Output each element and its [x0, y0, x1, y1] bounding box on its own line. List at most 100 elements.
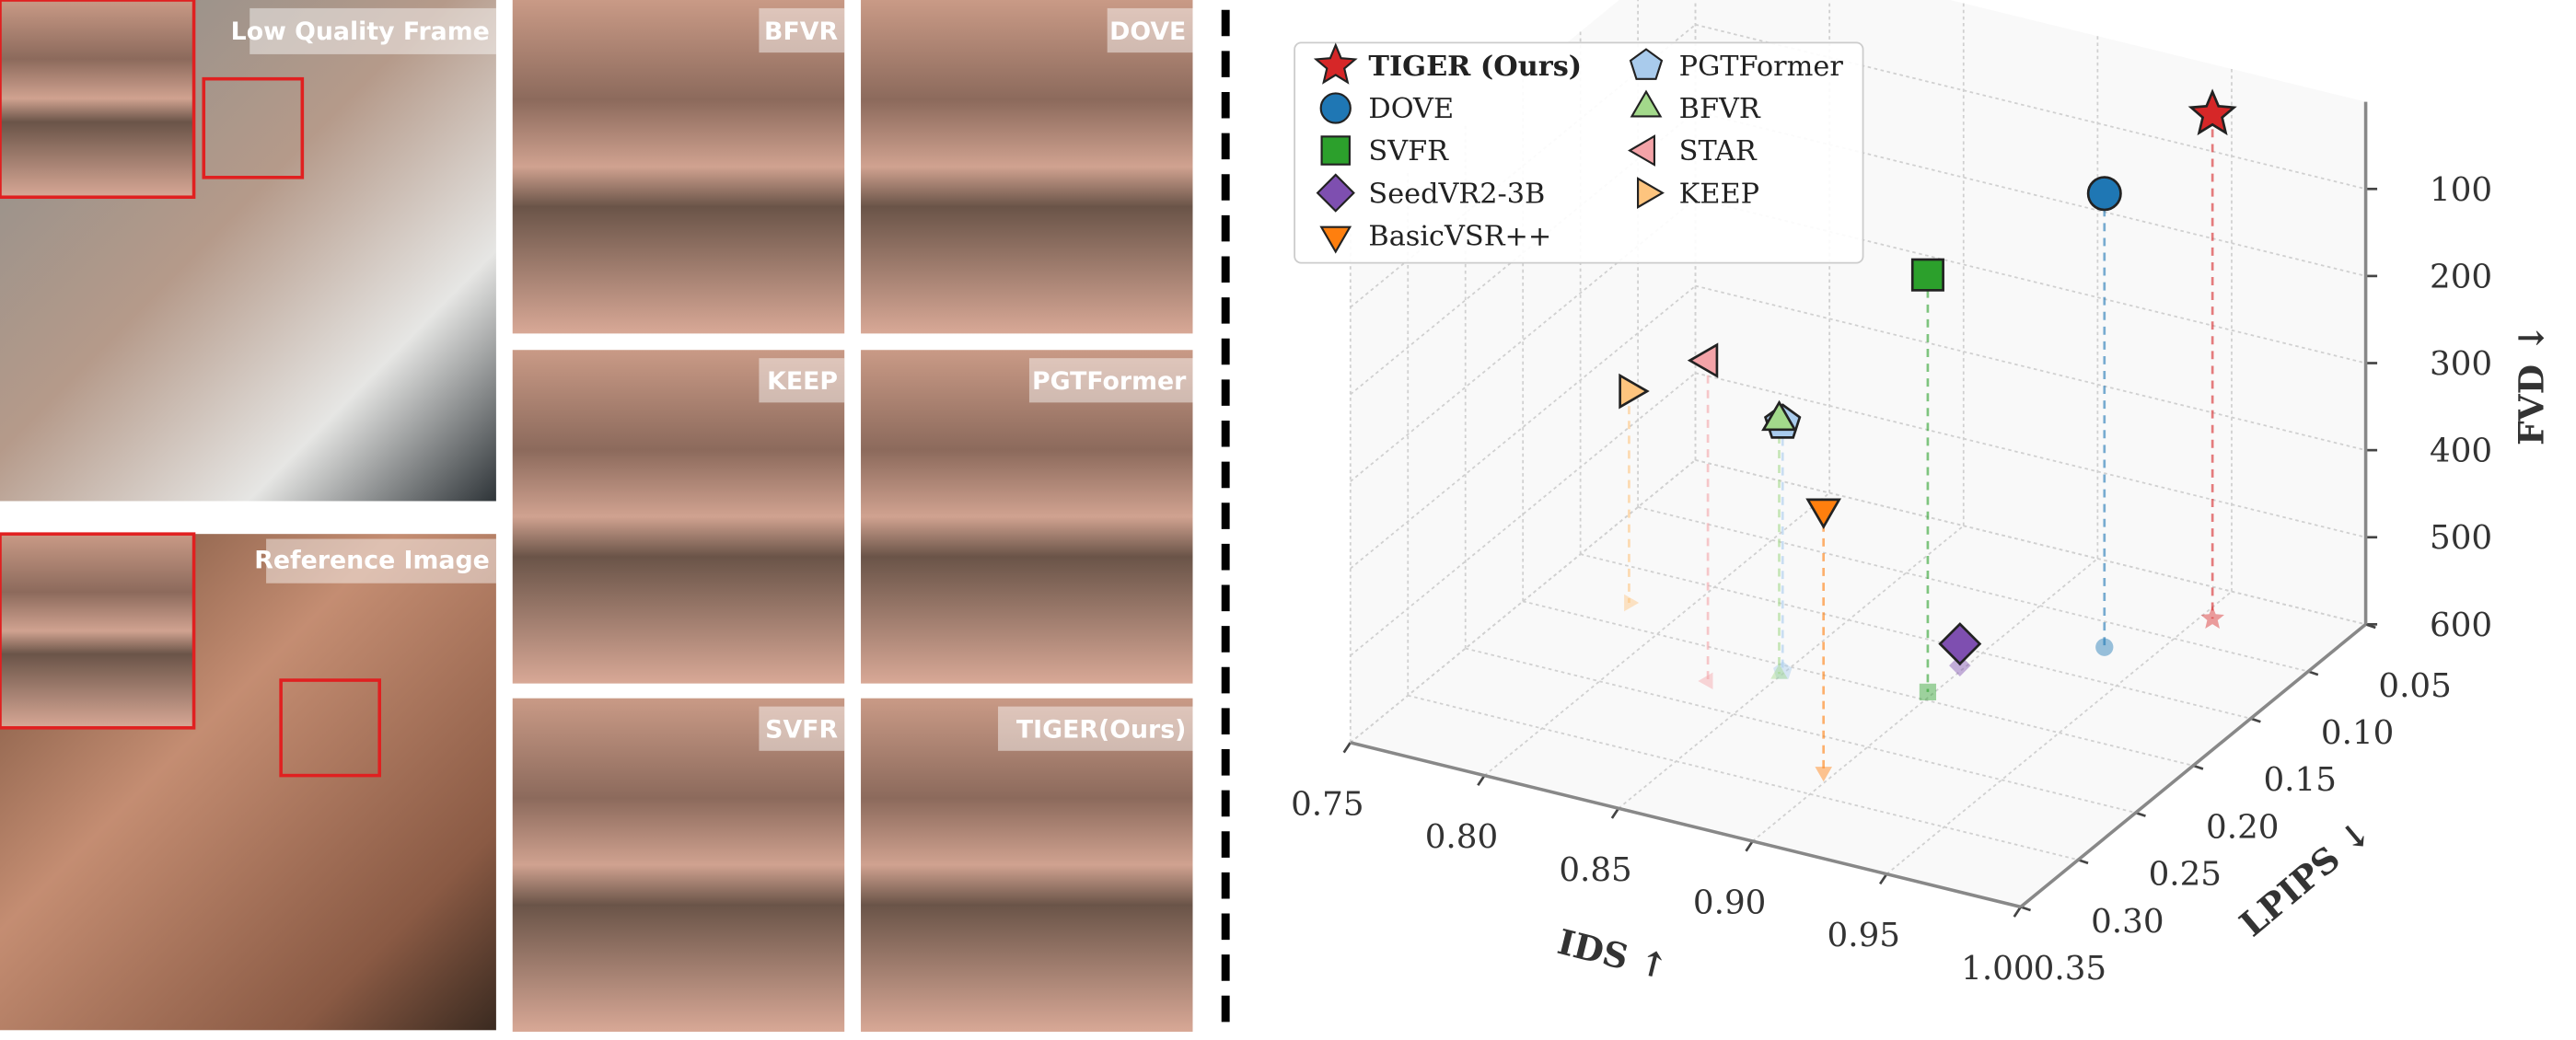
point: [2187, 88, 2237, 136]
point: [1805, 498, 1841, 529]
crop-image: [512, 350, 845, 684]
y-axis-line: [2019, 622, 2367, 908]
tick-mark: [1878, 872, 1888, 885]
legend-label: SVFR: [1368, 135, 1449, 168]
label-bg: [1028, 358, 1193, 403]
crop-box: [202, 76, 305, 179]
label-bg: [759, 7, 845, 53]
floor-shadow: [1770, 664, 1788, 679]
floor-shadow: [2200, 606, 2224, 629]
z-tick-label: 400: [2430, 433, 2492, 470]
crop-image: [861, 350, 1193, 684]
legend-label: BFVR: [1679, 93, 1761, 125]
panel-label: SVFR: [765, 716, 838, 745]
point: [2086, 176, 2122, 212]
floor-shadow: [1919, 683, 1937, 700]
floor-shadow: [2095, 638, 2114, 656]
x-tick-label: 1.00: [1961, 950, 2034, 988]
grid-line: [1350, 459, 1697, 744]
y-tick-label: 0.10: [2321, 714, 2394, 752]
point: [1619, 373, 1650, 410]
label-bg: [266, 538, 496, 584]
y-tick-label: 0.35: [2034, 950, 2106, 988]
panel-label: Low Quality Frame: [231, 17, 490, 46]
point: [1761, 399, 1797, 432]
y-tick-label: 0.20: [2206, 808, 2279, 846]
legend-label: DOVE: [1368, 93, 1454, 125]
crop-image: [512, 698, 845, 1033]
label-bg: [998, 706, 1193, 751]
x-tick-label: 0.85: [1559, 851, 1631, 889]
x-axis-title: IDS ↑: [1554, 921, 1673, 988]
legend-marker: [1637, 177, 1665, 209]
inset: [0, 532, 196, 730]
point: [1938, 622, 1982, 666]
panel-label: DOVE: [1109, 17, 1186, 46]
tick-mark: [1610, 807, 1620, 819]
z-tick-label: 500: [2430, 519, 2492, 557]
legend-label: STAR: [1679, 135, 1758, 168]
tick-mark: [1342, 742, 1352, 754]
y-tick-label: 0.05: [2378, 667, 2451, 705]
legend-marker: [1630, 89, 1663, 118]
inset: [0, 0, 196, 200]
legend-marker: [1628, 134, 1656, 167]
y-tick-label: 0.30: [2091, 903, 2164, 941]
floor-shadow: [1773, 661, 1793, 679]
y-tick-label: 0.25: [2149, 856, 2222, 894]
panel-label: PGTFormer: [1032, 367, 1187, 396]
panel-label: TIGER(Ours): [1016, 716, 1186, 745]
grid-line: [1350, 284, 1697, 570]
x-tick-label: 0.95: [1828, 917, 1900, 954]
z-tick-label: 300: [2430, 345, 2492, 383]
x-axis-line: [1350, 741, 2022, 909]
label-bg: [1107, 7, 1193, 53]
legend-label: TIGER (Ours): [1368, 51, 1582, 83]
label-bg: [759, 706, 845, 751]
legend-marker: [1629, 48, 1664, 80]
grid-line: [1350, 110, 1697, 396]
legend-marker: [1320, 135, 1351, 166]
floor-shadow: [1698, 672, 1713, 690]
grid-line: [1350, 372, 1697, 656]
panel-label: KEEP: [767, 367, 838, 396]
z-tick-label: 600: [2430, 607, 2492, 644]
crop-box: [279, 678, 381, 778]
z-tick-label: 100: [2430, 171, 2492, 209]
panel-label: BFVR: [764, 17, 838, 46]
x-tick-label: 0.90: [1693, 884, 1766, 922]
legend-marker: [1313, 42, 1358, 85]
floor-shadow: [1815, 767, 1833, 782]
tick-mark: [2013, 906, 2022, 918]
legend-marker: [1319, 225, 1352, 254]
legend-label: BasicVSR++: [1368, 220, 1551, 252]
tick-mark: [1745, 840, 1754, 852]
tick-mark: [1477, 774, 1486, 787]
legend-label: PGTFormer: [1679, 51, 1844, 83]
crop-image: [861, 698, 1193, 1033]
label-bg: [249, 7, 496, 54]
legend-marker: [1319, 92, 1352, 124]
grid-line: [1350, 198, 1697, 482]
z-tick-label: 200: [2430, 258, 2492, 295]
legend-label: SeedVR2-3B: [1368, 178, 1545, 210]
panel-label: Reference Image: [254, 547, 489, 575]
x-tick-label: 0.75: [1291, 785, 1363, 823]
pane: [1350, 459, 2366, 907]
legend-label: KEEP: [1679, 178, 1759, 210]
x-tick-label: 0.80: [1425, 818, 1498, 856]
floor-shadow: [1949, 654, 1971, 676]
point: [1910, 258, 1944, 292]
floor-shadow: [1624, 594, 1640, 612]
crop-image: [861, 0, 1193, 334]
legend-marker: [1316, 173, 1355, 213]
point: [1687, 342, 1719, 378]
legend-box: [1294, 41, 1864, 264]
y-tick-label: 0.15: [2263, 761, 2336, 799]
image-panels: Low Quality Frame Reference Image: [0, 0, 496, 1031]
label-bg: [759, 358, 845, 403]
z-axis-title: FVD ↓: [2511, 323, 2551, 445]
crop-image: [512, 0, 845, 334]
